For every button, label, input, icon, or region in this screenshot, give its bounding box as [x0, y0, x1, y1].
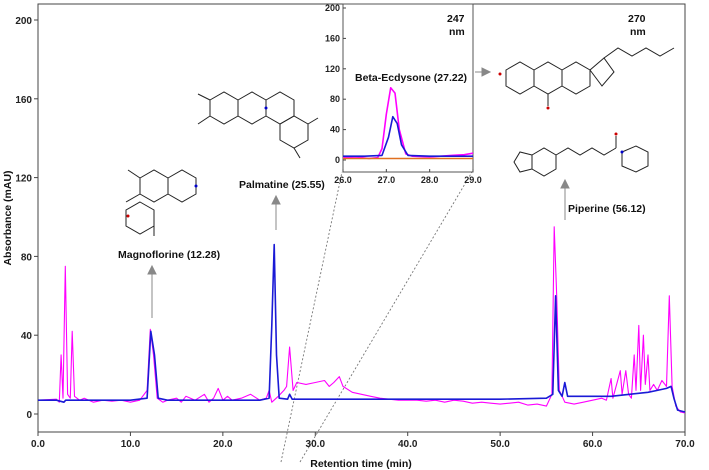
ecdysone-structure: [498, 47, 675, 110]
inset-x-tick-label: 26.0: [334, 175, 352, 185]
inset-frame: [342, 3, 474, 173]
inset-x-tick-label: 29.0: [464, 175, 482, 185]
inset-x-tick-label: 27.0: [378, 175, 396, 185]
x-tick-label: 0.0: [31, 439, 45, 450]
piperine-arrowhead: [560, 178, 570, 189]
y-tick-label: 0: [26, 410, 32, 421]
magnoflorine-structure: [125, 169, 198, 236]
magnoflorine-arrowhead: [147, 264, 157, 275]
x-tick-label: 70.0: [675, 439, 695, 450]
inset-y-tick-label: 120: [325, 64, 340, 74]
inset-y-tick-label: 200: [325, 3, 340, 13]
ecdysone-arrowhead: [481, 67, 492, 77]
wavelength-247-unit: nm: [449, 26, 465, 38]
y-tick-label: 120: [15, 174, 32, 185]
x-axis-title: Retention time (min): [310, 458, 412, 470]
x-tick-label: 60.0: [583, 439, 603, 450]
y-tick-label: 40: [21, 331, 33, 342]
palmatine-structure: [197, 91, 319, 159]
y-tick-label: 80: [21, 252, 33, 263]
annotation-arrows: [147, 67, 570, 318]
x-tick-label: 40.0: [398, 439, 418, 450]
piperine-structure: [513, 132, 649, 177]
x-tick-label: 20.0: [213, 439, 233, 450]
y-tick-label: 160: [15, 95, 32, 106]
wavelength-270-label: 270: [628, 13, 646, 25]
inset-y-tick-label: 0: [335, 155, 340, 165]
peak-label-palmatine: Palmatine (25.55): [239, 179, 325, 191]
inset-series-line-1: [343, 115, 473, 157]
x-tick-label: 50.0: [490, 439, 510, 450]
x-tick-label: 30.0: [306, 439, 326, 450]
inset-y-tick-label: 40: [330, 125, 340, 135]
wavelength-270-unit: nm: [630, 26, 646, 38]
peak-label-beta-ecdysone: Beta-Ecdysone (27.22): [355, 72, 467, 84]
zoom-guide-right: [299, 171, 473, 463]
series-line-1: [38, 243, 686, 413]
inset-x-tick-label: 28.0: [421, 175, 439, 185]
inset-y-tick-label: 160: [325, 33, 340, 43]
peak-label-magnoflorine: Magnoflorine (12.28): [118, 249, 220, 261]
inset-y-tick-label: 80: [330, 94, 340, 104]
zoom-guide-lines: [280, 171, 473, 463]
y-tick-label: 200: [15, 16, 32, 27]
x-tick-label: 10.0: [121, 439, 141, 450]
palmatine-arrowhead: [271, 194, 281, 205]
y-axis-title: Absorbance (mAU): [2, 170, 14, 265]
peak-label-piperine: Piperine (56.12): [568, 203, 646, 215]
zoom-guide-left: [280, 171, 343, 463]
wavelength-247-label: 247: [447, 13, 465, 25]
